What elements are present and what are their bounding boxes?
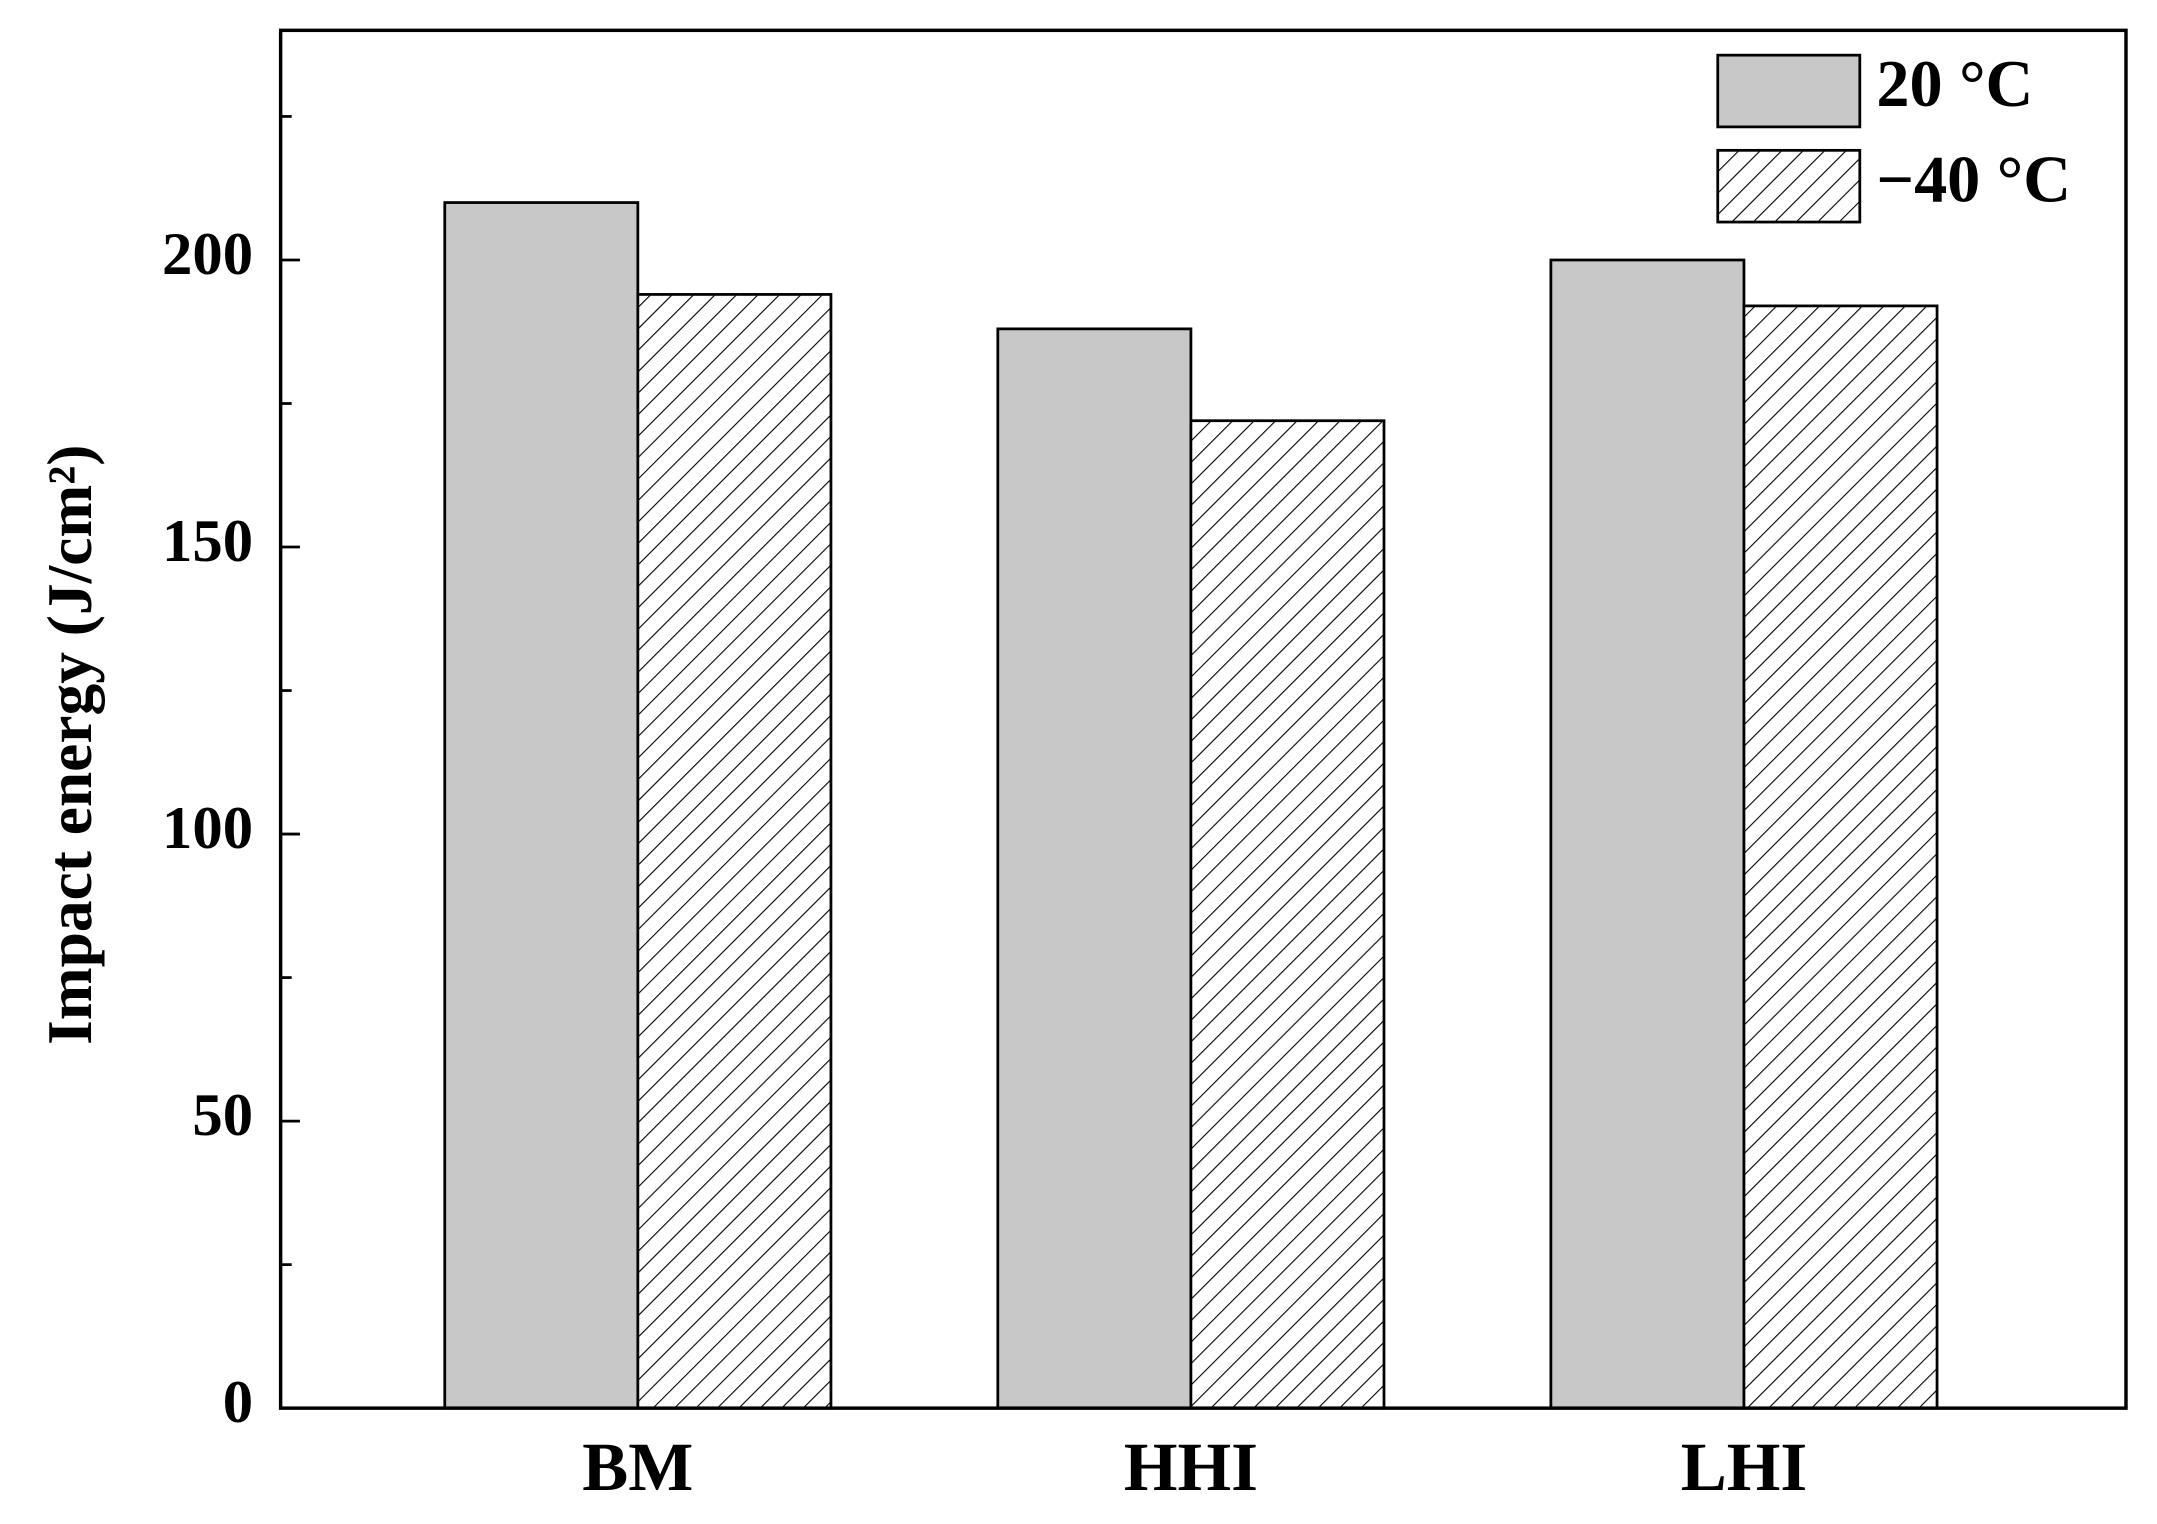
x-tick-label: LHI bbox=[1681, 1429, 1807, 1505]
y-tick-label: 50 bbox=[192, 1082, 253, 1149]
y-tick-label: 200 bbox=[162, 221, 253, 288]
bar bbox=[996, 327, 1193, 1410]
bar bbox=[636, 293, 833, 1410]
y-tick-label: 150 bbox=[162, 508, 253, 575]
legend-label: −40 °C bbox=[1876, 143, 2071, 216]
bar bbox=[1549, 258, 1746, 1410]
legend-swatch bbox=[1716, 148, 1862, 224]
y-tick-label: 100 bbox=[162, 795, 253, 862]
legend-label: 20 °C bbox=[1876, 48, 2033, 121]
x-tick-label: BM bbox=[582, 1429, 693, 1505]
bar bbox=[1189, 419, 1386, 1410]
y-axis-label: Impact energy (J/cm²) bbox=[34, 445, 105, 1045]
legend-swatch bbox=[1716, 53, 1862, 129]
x-tick-label: HHI bbox=[1124, 1429, 1258, 1505]
bar bbox=[443, 201, 640, 1410]
bar bbox=[1742, 304, 1939, 1410]
plot-frame bbox=[278, 28, 2128, 1410]
y-tick-label: 0 bbox=[223, 1369, 253, 1436]
